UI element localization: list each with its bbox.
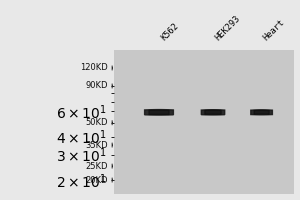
Text: 90KD: 90KD — [85, 81, 108, 90]
Text: Heart: Heart — [262, 18, 286, 43]
Text: 25KD: 25KD — [85, 162, 108, 171]
Polygon shape — [145, 110, 173, 115]
Polygon shape — [201, 110, 225, 115]
Text: K562: K562 — [159, 22, 180, 43]
Text: HEK293: HEK293 — [213, 14, 242, 43]
Polygon shape — [251, 110, 272, 115]
Text: 20KD: 20KD — [85, 176, 108, 185]
Text: 50KD: 50KD — [85, 118, 108, 127]
Polygon shape — [149, 110, 169, 114]
Text: 35KD: 35KD — [85, 141, 108, 150]
Polygon shape — [254, 110, 269, 114]
Text: 120KD: 120KD — [80, 63, 108, 72]
Polygon shape — [205, 110, 221, 114]
